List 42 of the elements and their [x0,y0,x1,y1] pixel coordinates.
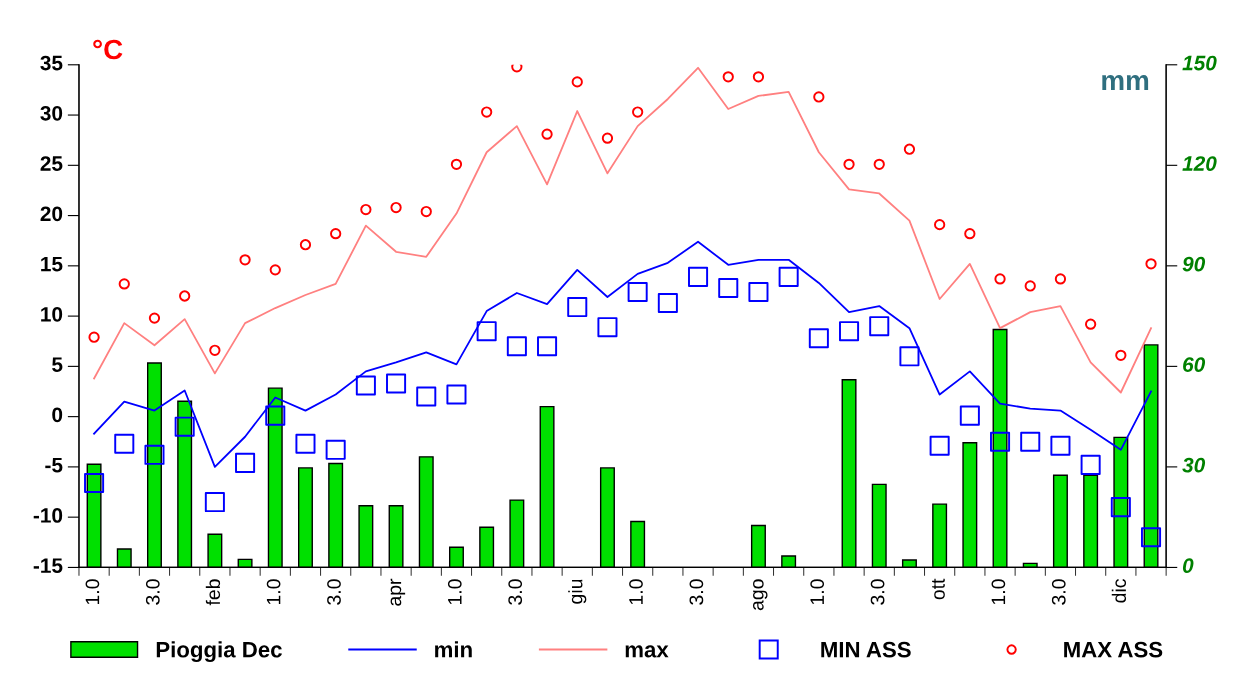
legend-label: MIN ASS [821,641,911,658]
y-tick-label: 10 [41,306,63,322]
y-tick-label: 35 [40,55,63,71]
y2-tick-label: 0 [1182,558,1194,574]
y-tick-label: -10 [33,508,63,523]
x-tick-label: 3.0 [1051,579,1066,605]
x-tick-label: 3.0 [870,579,885,605]
x-tick-label: 1.0 [266,579,281,605]
y-tick-label: 5 [52,357,63,372]
y2-axis-title: mm [1102,74,1149,90]
x-tick-label: feb [205,579,221,606]
y-tick-label: 0 [52,407,63,423]
x-tick-label: 1.0 [447,579,462,605]
x-tick-label: 3.0 [327,579,341,605]
legend-label: Pioggia Dec [156,641,282,662]
y-tick-label: 25 [40,156,63,171]
y2-tick-label: 60 [1183,357,1206,372]
x-tick-label: giu [568,579,587,604]
y-tick-label: -5 [45,457,63,473]
y-tick-label: -15 [33,558,63,574]
legend-label: MAX ASS [1064,641,1163,658]
x-tick-label: 3.0 [508,579,523,605]
x-tick-label: apr [390,578,406,606]
legend-label: max [625,645,669,658]
y2-tick-label: 90 [1182,256,1206,272]
x-tick-label: 1.0 [991,579,1006,605]
x-tick-label: ago [753,579,768,611]
y2-tick-label: 120 [1182,156,1217,171]
y2-tick-label: 150 [1182,55,1217,71]
y-tick-label: 15 [41,256,63,272]
y-tick-label: 30 [40,105,63,121]
y2-tick-label: 30 [1182,457,1206,473]
y-tick-label: 20 [40,206,63,222]
x-tick-label: 1.0 [810,579,825,605]
x-tick-label: 1.0 [85,579,100,605]
x-tick-label: 3.0 [145,579,160,605]
x-tick-label: ott [932,578,945,600]
y-axis-title: °C [93,39,123,60]
legend-label: min [435,641,472,658]
x-tick-label: 3.0 [689,579,704,605]
x-tick-label: 1.0 [629,579,643,605]
x-tick-label: dic [1111,579,1127,603]
